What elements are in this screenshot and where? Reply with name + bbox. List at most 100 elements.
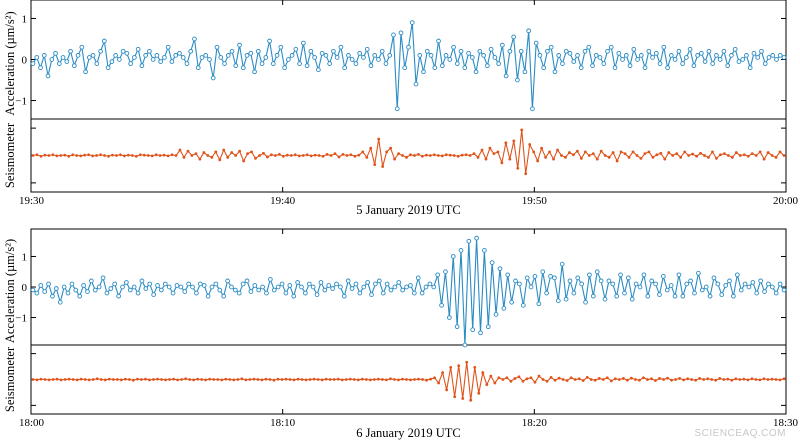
acceleration-point (388, 287, 394, 293)
seismometer-point (272, 378, 276, 382)
seismometer-point (368, 378, 372, 382)
seismometer-point (613, 377, 617, 381)
seismometer-point (51, 153, 55, 157)
seismometer-point (401, 377, 404, 381)
seismometer-point (762, 157, 766, 161)
acceleration-point (742, 281, 748, 287)
seismometer-point (122, 154, 126, 158)
acceleration-point (492, 55, 498, 60)
seismometer-point (710, 378, 714, 381)
acceleration-point (267, 38, 272, 44)
acceleration-point (150, 57, 156, 62)
seismometer-point (369, 146, 373, 150)
seismometer-point (488, 146, 492, 150)
acceleration-point (61, 284, 67, 290)
seismometer-point (206, 154, 210, 157)
acceleration-point (186, 281, 191, 287)
acceleration-point (593, 53, 599, 58)
seismometer-point (572, 153, 575, 157)
acceleration-point (162, 55, 167, 60)
seismometer-point (617, 378, 621, 381)
acceleration-point (503, 73, 509, 79)
seismometer-point (738, 154, 742, 157)
seismometer-point (774, 155, 778, 159)
acceleration-point (143, 286, 149, 291)
acceleration-point (174, 283, 180, 288)
acceleration-series-line (32, 22, 785, 109)
acceleration-point (781, 287, 787, 293)
seismometer-point (746, 378, 750, 382)
acceleration-point (605, 48, 610, 54)
seismometer-point (107, 377, 111, 381)
seismometer-point (268, 378, 272, 381)
acceleration-point (139, 278, 145, 284)
acceleration-point (170, 290, 176, 296)
acceleration-point (750, 280, 756, 285)
seismometer-point (456, 154, 460, 158)
seismometer-point (702, 378, 706, 381)
acceleration-point (552, 69, 558, 75)
seismometer-point (667, 151, 671, 154)
seismometer-point (43, 153, 47, 157)
acceleration-point (229, 284, 234, 290)
acceleration-point (270, 61, 276, 66)
acceleration-point (711, 275, 717, 281)
seismometer-point (154, 153, 158, 157)
seismometer-point (698, 377, 702, 380)
acceleration-point (326, 283, 332, 288)
acceleration-point (64, 59, 70, 64)
acceleration-point (646, 48, 652, 54)
acceleration-point (379, 48, 385, 54)
seismometer-point (276, 377, 280, 381)
seismometer-point (397, 378, 400, 382)
seismometer-point (417, 153, 420, 156)
acceleration-point (443, 269, 448, 275)
acceleration-point (427, 281, 433, 287)
seismometer-point (579, 157, 583, 160)
seismometer-point (55, 154, 59, 158)
seismometer-point (146, 154, 150, 157)
acceleration-point (182, 289, 188, 294)
seismometer-point (292, 378, 296, 382)
acceleration-point (376, 278, 382, 284)
seismometer-point (385, 150, 389, 154)
seismometer-point (296, 377, 300, 381)
seismometer-point (344, 378, 348, 381)
acceleration-point (105, 65, 111, 71)
seismometer-point (591, 152, 595, 156)
acceleration-point (154, 53, 160, 58)
x-tick-label: 19:50 (522, 195, 548, 207)
acceleration-point (537, 53, 543, 58)
acceleration-point (447, 57, 453, 62)
acceleration-point (341, 293, 347, 299)
acceleration-point (692, 290, 697, 296)
seismometer-point (297, 154, 301, 158)
acceleration-point (582, 48, 588, 54)
acceleration-point (124, 280, 129, 285)
acceleration-point (34, 290, 40, 296)
seismometer-point (134, 154, 138, 158)
seismometer-point (216, 378, 220, 381)
acceleration-point (586, 44, 592, 50)
acceleration-point (92, 287, 98, 293)
acceleration-point (299, 284, 304, 290)
acceleration-point (353, 61, 359, 66)
acceleration-point (544, 290, 549, 296)
seismometer-point (492, 152, 496, 156)
acceleration-point (489, 260, 495, 265)
acceleration-point (725, 63, 731, 69)
seismometer-point (583, 150, 587, 154)
acceleration-point (81, 283, 86, 288)
seismometer-point (493, 381, 497, 385)
seismometer-point (440, 154, 444, 158)
acceleration-point (229, 48, 235, 54)
acceleration-point (650, 55, 655, 60)
seismometer-point (706, 377, 710, 381)
acceleration-point (124, 50, 130, 56)
acceleration-point (520, 302, 526, 308)
seismometer-point (621, 377, 625, 380)
seismometer-point (770, 154, 774, 157)
seismometer-point (31, 154, 35, 157)
seismometer-point (389, 377, 392, 381)
